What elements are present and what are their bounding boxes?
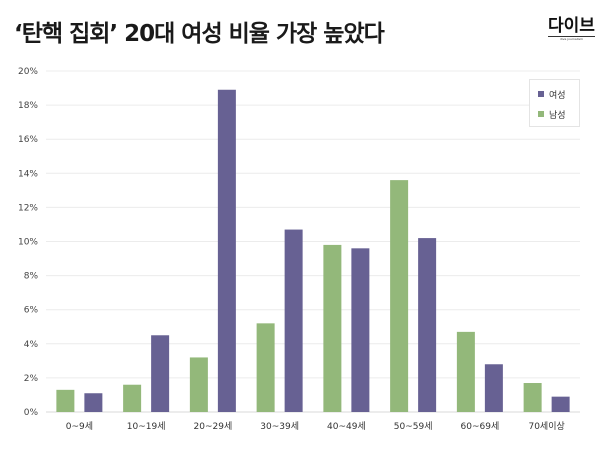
bar-male [390, 180, 409, 412]
bar-male [523, 383, 542, 412]
y-tick-label: 16% [18, 135, 38, 145]
bar-female [217, 89, 236, 412]
chart-title: ‘탄핵 집회’ 20대 여성 비율 가장 높았다 [14, 21, 385, 47]
logo-tagline: dive journalism [548, 36, 595, 41]
x-tick-label: 70세이상 [528, 421, 564, 432]
logo: 다이브 dive journalism [548, 18, 595, 41]
bar-female [551, 396, 570, 412]
y-tick-label: 10% [18, 238, 38, 248]
y-tick-label: 0% [24, 408, 39, 418]
legend-item-female: 여성 [538, 88, 579, 101]
x-tick-label: 20~29세 [194, 421, 233, 432]
legend-label-female: 여성 [549, 90, 566, 101]
x-tick-label: 30~39세 [260, 421, 299, 432]
x-tick-label: 0~9세 [66, 421, 93, 432]
y-tick-label: 4% [24, 340, 39, 350]
bar-female [84, 393, 103, 412]
x-tick-label: 40~49세 [327, 421, 366, 432]
y-tick-label: 8% [24, 272, 39, 282]
bar-female [284, 229, 303, 412]
y-tick-label: 18% [18, 101, 38, 111]
bar-male [123, 384, 142, 412]
bar-male [256, 323, 275, 412]
bar-male [56, 389, 75, 412]
y-tick-label: 20% [18, 67, 38, 77]
y-tick-label: 14% [18, 169, 38, 179]
logo-text: 다이브 [548, 16, 595, 36]
bar-male [456, 331, 475, 412]
y-tick-label: 12% [18, 203, 38, 213]
legend-swatch-female [538, 91, 544, 97]
bar-male [323, 244, 342, 412]
x-tick-label: 60~69세 [461, 421, 500, 432]
x-tick-label: 50~59세 [394, 421, 433, 432]
legend: 여성 남성 [529, 79, 580, 127]
legend-swatch-male [538, 111, 544, 117]
bar-female [151, 335, 170, 412]
legend-item-male: 남성 [538, 108, 579, 121]
bar-male [189, 357, 208, 412]
bar-female [484, 364, 503, 412]
bar-female [351, 248, 370, 412]
x-tick-label: 10~19세 [127, 421, 166, 432]
y-tick-label: 6% [24, 306, 39, 316]
y-tick-label: 2% [24, 374, 39, 384]
bar-female [418, 238, 437, 412]
legend-label-male: 남성 [549, 110, 566, 121]
